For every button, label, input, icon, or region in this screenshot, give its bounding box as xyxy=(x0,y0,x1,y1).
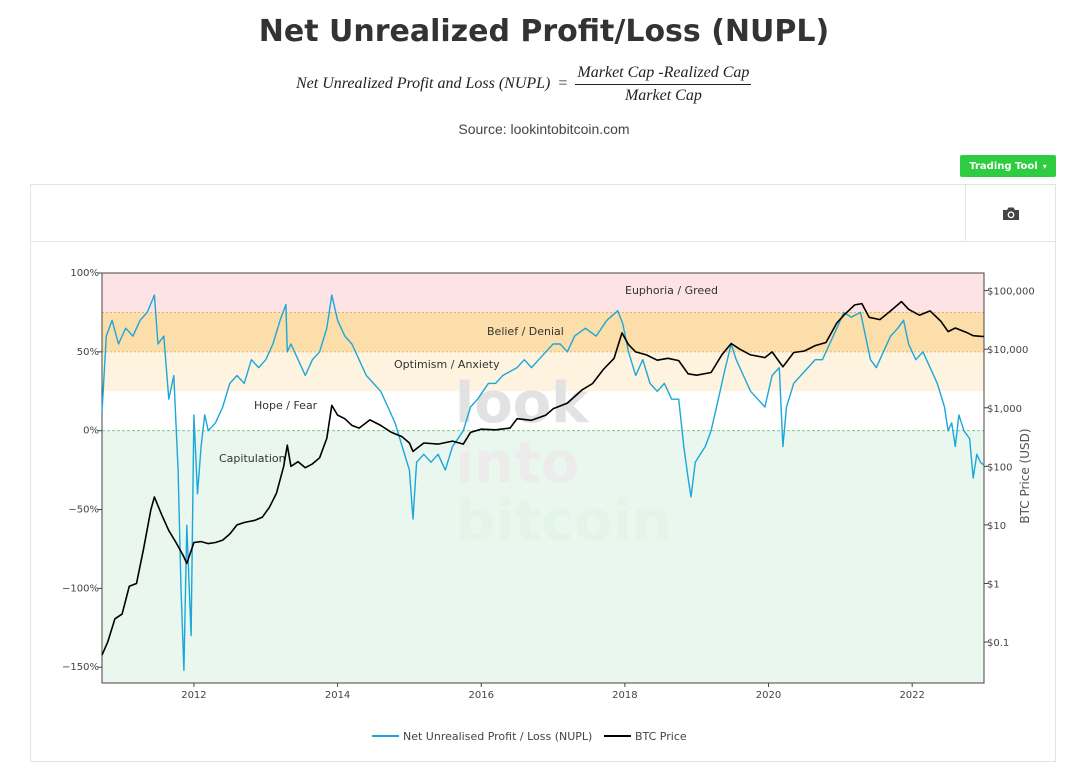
zone-optimism xyxy=(102,351,984,392)
zone-label-capitulation: Capitulation xyxy=(219,452,286,465)
legend-label: Net Unrealised Profit / Loss (NUPL) xyxy=(403,730,592,743)
left-axis-tick-label: 0% xyxy=(83,426,99,437)
right-axis-tick-label: $1 xyxy=(987,579,1000,590)
left-axis-tick-label: −50% xyxy=(68,505,99,516)
camera-icon xyxy=(1002,207,1019,220)
formula-numerator: Market Cap -Realized Cap xyxy=(575,64,752,85)
formula-equals: = xyxy=(558,75,568,92)
chevron-down-icon: ▾ xyxy=(1042,161,1047,171)
download-image-button[interactable] xyxy=(965,185,1055,242)
zone-label-hope: Hope / Fear xyxy=(254,399,318,412)
left-axis-tick-label: 100% xyxy=(70,268,99,279)
right-axis-tick-label: $100 xyxy=(987,462,1012,473)
right-axis-tick-label: $0.1 xyxy=(987,638,1009,649)
btc-price-series-line xyxy=(101,300,985,656)
legend-item-nupl[interactable]: Net Unrealised Profit / Loss (NUPL) xyxy=(372,730,592,743)
left-axis-tick-label: −150% xyxy=(62,662,99,673)
zone-label-belief: Belief / Denial xyxy=(487,325,564,338)
right-axis-tick-label: $1,000 xyxy=(987,404,1022,415)
watermark-text: bitcoin xyxy=(455,489,672,554)
right-axis-title: BTC Price (USD) xyxy=(1018,428,1032,523)
zone-label-optimism: Optimism / Anxiety xyxy=(394,358,500,371)
chart-toolbar xyxy=(31,185,1055,242)
nupl-formula: Net Unrealized Profit and Loss (NUPL) = … xyxy=(296,62,752,106)
left-axis-tick-label: −100% xyxy=(62,583,99,594)
x-axis-tick-label: 2018 xyxy=(612,690,637,701)
watermark-text: look xyxy=(455,371,590,436)
x-axis-tick-label: 2014 xyxy=(325,690,350,701)
legend-label: BTC Price xyxy=(635,730,687,743)
watermark-text: into xyxy=(455,431,579,496)
x-axis-tick-label: 2016 xyxy=(469,690,494,701)
page-title: Net Unrealized Profit/Loss (NUPL) xyxy=(258,14,830,49)
zone-euphoria xyxy=(102,273,984,313)
source-text: Source: lookintobitcoin.com xyxy=(458,121,630,137)
nupl-series-line xyxy=(101,294,985,672)
zone-label-euphoria: Euphoria / Greed xyxy=(625,284,718,297)
zone-hope xyxy=(102,391,984,431)
x-axis-tick-label: 2012 xyxy=(181,690,206,701)
legend-item-btc-price[interactable]: BTC Price xyxy=(604,730,687,743)
left-axis-tick-label: 50% xyxy=(77,347,99,358)
x-axis-tick-label: 2020 xyxy=(756,690,781,701)
plot-border xyxy=(101,272,985,684)
right-axis-tick-label: $10 xyxy=(987,521,1006,532)
x-axis-tick-label: 2022 xyxy=(899,690,924,701)
formula-lhs: Net Unrealized Profit and Loss (NUPL) xyxy=(296,75,551,92)
formula-fraction: Market Cap -Realized Cap Market Cap xyxy=(575,64,752,105)
right-axis-tick-label: $10,000 xyxy=(987,345,1028,356)
zone-belief xyxy=(102,312,984,352)
right-axis-tick-label: $100,000 xyxy=(987,287,1035,298)
trading-tool-button[interactable]: Trading Tool ▾ xyxy=(960,155,1056,177)
formula-denominator: Market Cap xyxy=(624,86,702,104)
trading-tool-label: Trading Tool xyxy=(969,160,1038,172)
zone-capitulation xyxy=(102,430,984,683)
